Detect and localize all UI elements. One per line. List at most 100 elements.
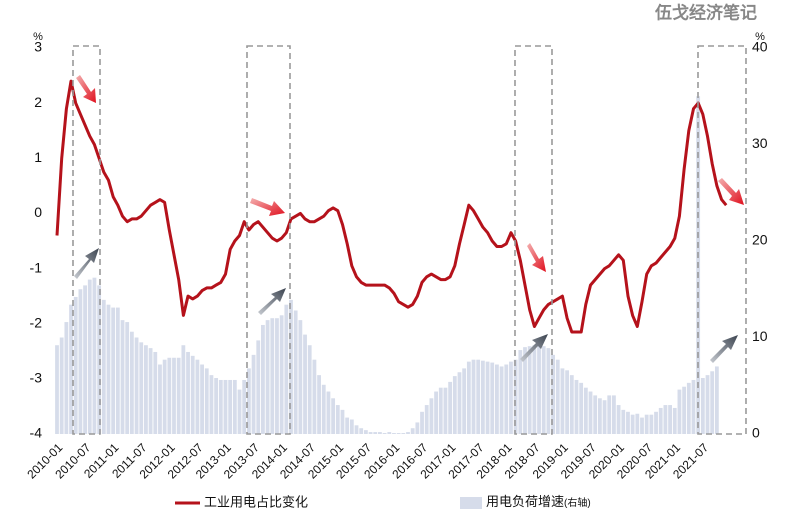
legend-swatch	[460, 497, 482, 509]
bar	[644, 414, 649, 434]
highlight-box	[72, 45, 101, 435]
bar	[457, 372, 462, 434]
bar	[551, 354, 555, 434]
bar	[621, 409, 626, 434]
bar	[64, 322, 69, 434]
bar	[106, 304, 111, 434]
watermark: 伍戈经济笔记	[654, 2, 757, 22]
bar	[705, 375, 710, 434]
bar	[261, 324, 265, 434]
bar	[181, 345, 186, 434]
line	[55, 79, 728, 334]
bar	[326, 391, 331, 434]
bar	[710, 371, 715, 434]
bar	[223, 379, 228, 434]
bar	[153, 351, 158, 434]
highlight-box	[697, 45, 747, 435]
bar	[209, 375, 214, 434]
y-tick-label: -2	[30, 314, 43, 330]
bar	[228, 379, 233, 434]
bar	[438, 387, 443, 434]
bar	[162, 359, 167, 434]
bar	[190, 355, 195, 434]
legend-suffix: (右轴)	[564, 496, 591, 509]
arrow-down	[76, 75, 96, 103]
bar	[424, 405, 429, 434]
y-unit: %	[33, 31, 43, 43]
bar	[186, 351, 190, 434]
bar	[78, 289, 83, 434]
bar	[640, 417, 644, 434]
arrow-up	[74, 248, 99, 279]
bar	[378, 432, 382, 434]
bar	[593, 395, 598, 434]
bar	[363, 430, 368, 434]
bar	[256, 340, 261, 434]
bar	[120, 320, 125, 434]
bar	[92, 277, 97, 434]
bar	[410, 428, 415, 434]
bar	[560, 368, 565, 434]
legend-label: 用电负荷增速(右轴)	[486, 494, 591, 509]
bar	[537, 345, 541, 434]
bar	[359, 428, 364, 434]
bar	[144, 345, 148, 434]
bar	[331, 398, 336, 434]
bar	[275, 318, 279, 434]
bar	[401, 433, 406, 434]
bar	[303, 334, 307, 434]
y-tick-label: -3	[30, 370, 43, 386]
bar	[682, 386, 687, 434]
bar	[251, 354, 256, 434]
bar	[448, 381, 453, 434]
bar	[630, 414, 635, 434]
bar	[415, 422, 420, 434]
bar	[176, 357, 181, 434]
y2-unit: %	[755, 31, 765, 43]
bar	[148, 348, 153, 434]
bar	[597, 398, 602, 434]
y2-tick-label: 0	[752, 425, 760, 441]
arrow-up	[258, 288, 286, 315]
bar	[495, 364, 499, 434]
bar	[382, 433, 387, 434]
bar	[129, 331, 134, 434]
bar	[279, 315, 284, 434]
bar	[471, 359, 476, 434]
arrow-up	[520, 334, 548, 362]
bar	[555, 359, 560, 434]
bar	[579, 382, 584, 434]
bar	[195, 359, 200, 434]
bar	[462, 368, 467, 434]
bar	[354, 425, 359, 434]
bar	[518, 350, 523, 434]
bar	[476, 359, 481, 434]
bar	[392, 433, 396, 434]
bar	[434, 391, 438, 434]
annotations	[72, 45, 747, 435]
bar	[513, 359, 518, 434]
bar	[523, 347, 527, 434]
bar	[686, 382, 691, 434]
bar	[499, 366, 504, 434]
bar	[172, 357, 176, 434]
bar	[509, 361, 513, 434]
bar	[602, 400, 607, 434]
bar	[691, 379, 696, 434]
bar	[714, 366, 719, 434]
bar	[658, 407, 663, 434]
bar	[583, 387, 588, 434]
bar	[429, 398, 434, 434]
bar	[349, 419, 354, 434]
y-tick-label: 1	[34, 149, 42, 165]
bar	[265, 320, 270, 434]
bar	[298, 320, 303, 434]
bar	[541, 346, 546, 434]
bar	[59, 337, 64, 434]
bar	[635, 413, 640, 434]
bar	[485, 361, 490, 434]
bar	[200, 364, 204, 434]
bar	[649, 414, 654, 434]
bar	[284, 304, 289, 434]
